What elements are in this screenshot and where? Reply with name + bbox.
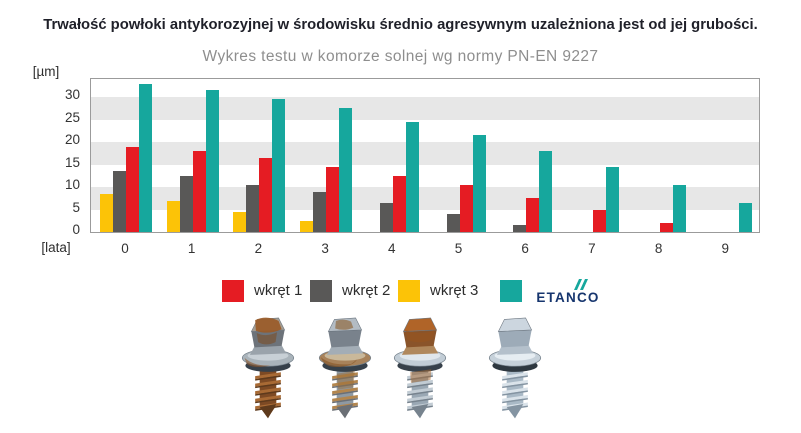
bar-ETANCO-year-6 xyxy=(539,151,553,232)
y-tick-5: 5 xyxy=(72,199,80,215)
bar-wkręt-3-year-3 xyxy=(300,220,314,232)
y-tick-10: 10 xyxy=(64,177,80,192)
grid-band-25-30 xyxy=(91,97,759,120)
x-tick-9: 9 xyxy=(721,241,730,256)
bar-ETANCO-year-4 xyxy=(405,121,419,232)
bar-wkręt-1-year-6 xyxy=(526,198,540,232)
bar-group-year-8 xyxy=(634,79,686,232)
bar-ETANCO-year-7 xyxy=(605,166,619,232)
x-tick-3: 3 xyxy=(321,241,329,256)
x-tick-5: 5 xyxy=(454,241,463,256)
bar-group-year-6 xyxy=(500,79,553,232)
x-tick-7: 7 xyxy=(588,241,596,256)
bar-group-year-7 xyxy=(567,79,619,232)
clean-etanco-screw-photo xyxy=(481,309,549,425)
rusty-screw-photo-2 xyxy=(311,309,379,425)
bar-wkręt-1-year-5 xyxy=(459,184,473,232)
bar-group-year-4 xyxy=(367,79,419,232)
bar-wkręt-2-year-2 xyxy=(246,184,260,232)
y-axis-unit-label: [µm] xyxy=(32,64,60,79)
bar-group-year-0 xyxy=(100,79,152,232)
bar-wkręt-2-year-0 xyxy=(113,171,126,232)
bar-wkręt-1-year-2 xyxy=(259,157,273,232)
bar-wkręt-1-year-0 xyxy=(126,146,139,232)
bar-wkręt-1-year-3 xyxy=(326,166,340,232)
bar-wkręt-2-year-5 xyxy=(446,214,460,232)
y-tick-30: 30 xyxy=(64,87,80,102)
legend-swatch-wkret-3 xyxy=(398,280,420,302)
legend-label-wkret-2: wkręt 2 xyxy=(342,282,391,299)
x-tick-0: 0 xyxy=(121,241,129,256)
x-tick-1: 1 xyxy=(187,241,196,256)
bar-group-year-5 xyxy=(434,79,486,232)
bar-wkręt-2-year-6 xyxy=(513,225,527,232)
x-tick-8: 8 xyxy=(654,241,663,256)
bar-group-year-9 xyxy=(700,79,753,232)
x-axis-unit-label: [lata] xyxy=(41,240,71,255)
bar-ETANCO-year-5 xyxy=(472,135,486,232)
y-tick-20: 20 xyxy=(64,132,80,147)
chart-title: Trwałość powłoki antykorozyjnej w środow… xyxy=(43,17,758,33)
bar-ETANCO-year-3 xyxy=(339,108,353,232)
etanco-logo-text: ETANCO xyxy=(536,290,600,305)
y-tick-25: 25 xyxy=(64,109,80,125)
rusty-screw-photo-3 xyxy=(386,309,454,425)
plot-area xyxy=(90,78,760,233)
bar-group-year-1 xyxy=(166,79,219,232)
legend-label-wkret-3: wkręt 3 xyxy=(430,282,479,299)
rusty-screw-photo-1 xyxy=(234,309,302,425)
bar-wkręt-1-year-8 xyxy=(659,223,673,232)
legend-swatch-wkret-2 xyxy=(310,280,332,302)
bar-wkręt-3-year-0 xyxy=(100,193,113,232)
bar-wkręt-1-year-1 xyxy=(192,151,206,232)
y-tick-0: 0 xyxy=(72,222,80,237)
bar-wkręt-1-year-7 xyxy=(592,209,606,232)
legend-swatch-etanco xyxy=(500,280,522,302)
grid-band-15-20 xyxy=(91,142,759,165)
bar-wkręt-3-year-2 xyxy=(233,211,247,232)
etanco-flash-icon xyxy=(574,279,588,290)
bar-ETANCO-year-1 xyxy=(205,90,219,232)
bar-wkręt-2-year-3 xyxy=(313,191,327,232)
bar-ETANCO-year-0 xyxy=(139,83,152,232)
x-tick-2: 2 xyxy=(254,241,263,256)
bar-group-year-2 xyxy=(233,79,286,232)
bar-ETANCO-year-9 xyxy=(739,202,753,232)
x-tick-6: 6 xyxy=(521,241,529,256)
legend-swatch-wkret-1 xyxy=(222,280,244,302)
legend-label-wkret-1: wkręt 1 xyxy=(254,282,303,299)
y-tick-15: 15 xyxy=(64,154,80,170)
chart-subtitle: Wykres testu w komorze solnej wg normy P… xyxy=(202,48,599,65)
bar-ETANCO-year-2 xyxy=(272,99,286,232)
bar-wkręt-3-year-1 xyxy=(166,200,180,232)
bar-wkręt-1-year-4 xyxy=(392,175,406,232)
bar-group-year-3 xyxy=(300,79,353,232)
bar-ETANCO-year-8 xyxy=(672,184,686,232)
x-tick-4: 4 xyxy=(388,241,396,256)
bar-wkręt-2-year-4 xyxy=(379,202,393,232)
etanco-logo: ETANCO xyxy=(530,278,606,308)
bar-wkręt-2-year-1 xyxy=(179,175,193,232)
